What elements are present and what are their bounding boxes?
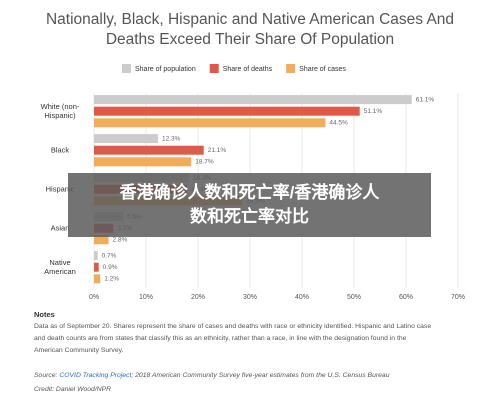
legend-swatch (209, 64, 219, 73)
notes-line: and death counts are from states that cl… (34, 335, 407, 342)
x-tick-label: 10% (139, 294, 153, 301)
bar (94, 118, 326, 128)
source-rest: ; 2018 American Community Survey five-ye… (131, 372, 390, 379)
notes: Notes Data as of September 20. Shares re… (34, 309, 484, 396)
value-label: 21.1% (208, 147, 227, 154)
legend-label: Share of cases (299, 66, 346, 73)
bar (94, 95, 412, 105)
bar (94, 106, 360, 116)
notes-line: American Community Survey. (34, 347, 124, 354)
credit: Credit: Daniel Wood/NPR (34, 386, 112, 393)
value-label: 44.5% (329, 120, 348, 127)
bar (94, 274, 101, 284)
value-label: 0.9% (103, 264, 118, 271)
banner-line: 数和死亡率对比 (190, 207, 309, 226)
x-tick-label: 0% (89, 294, 99, 301)
x-tick-label: 20% (191, 294, 205, 301)
value-label: 2.8% (113, 237, 128, 244)
category-label: Black (50, 145, 70, 154)
bar (94, 251, 98, 261)
category-label: Hispanic (45, 184, 75, 193)
bar (94, 262, 99, 272)
chart-title: Nationally, Black, Hispanic and Native A… (45, 11, 455, 48)
legend-label: Share of deaths (223, 66, 273, 73)
x-tick-label: 70% (451, 294, 465, 301)
value-label: 18.7% (195, 159, 214, 166)
legend-swatch (122, 64, 131, 73)
x-tick-label: 60% (399, 294, 413, 301)
x-tick-label: 30% (243, 294, 257, 301)
category-label: Native American (44, 257, 76, 276)
bar (94, 235, 109, 245)
value-label: 1.2% (104, 276, 119, 283)
notes-line: Data as of September 20. Shares represen… (34, 323, 432, 330)
bar (94, 134, 158, 144)
value-label: 0.7% (102, 252, 117, 259)
category-label: Asian (50, 223, 70, 232)
banner-line: 香港确诊人数和死亡率/香港确诊人 (119, 183, 380, 202)
source-link[interactable]: COVID Tracking Project (59, 372, 132, 379)
notes-heading: Notes (34, 310, 55, 319)
legend-swatch (286, 64, 296, 73)
banner: 香港确诊人数和死亡率/香港确诊人 数和死亡率对比 (68, 173, 431, 237)
value-label: 12.3% (162, 135, 181, 142)
legend-label: Share of population (135, 66, 196, 73)
bar (94, 145, 204, 155)
source-label: Source: (34, 372, 58, 379)
bar (94, 157, 192, 167)
category-label: White (non-Hispanic) (40, 101, 80, 120)
x-tick-label: 40% (295, 294, 309, 301)
source: Source: COVID Tracking Project; 2018 Ame… (34, 370, 484, 382)
value-label: 61.1% (416, 96, 435, 103)
x-tick-label: 50% (347, 294, 361, 301)
value-label: 51.1% (364, 108, 383, 115)
